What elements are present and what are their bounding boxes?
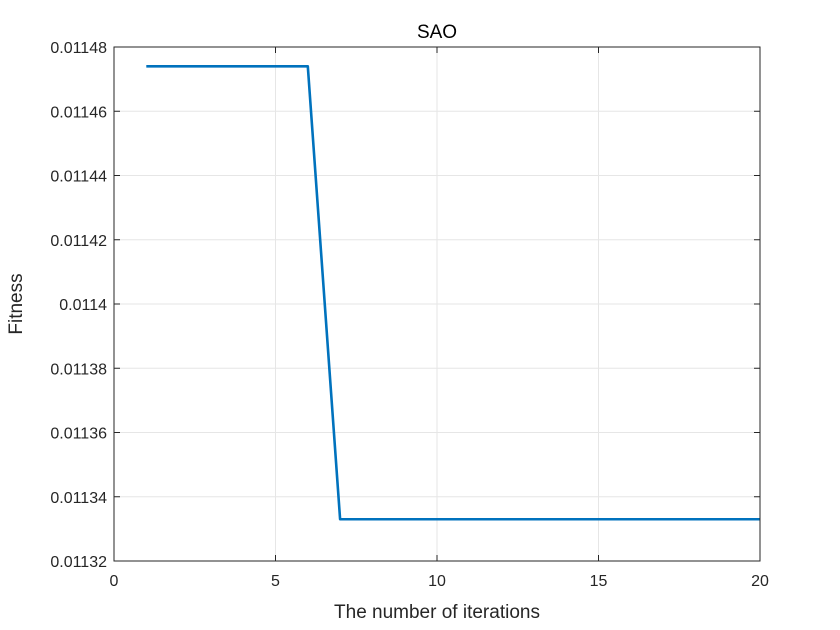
y-tick-label: 0.01146 — [50, 104, 107, 121]
x-axis-title: The number of iterations — [334, 602, 540, 623]
chart-title: SAO — [417, 22, 457, 43]
tick-layer: 0 5 10 15 20 0.01132 0.01134 0.01136 0.01138 0.01… — [50, 40, 769, 590]
y-tick-label: 0.01132 — [50, 554, 107, 571]
series-line — [146, 64, 760, 521]
x-tick-label: 0 — [110, 573, 119, 590]
x-tick-label: 10 — [428, 573, 446, 590]
y-tick-label: 0.01144 — [50, 169, 107, 186]
y-tick-label: 0.01136 — [50, 426, 107, 443]
x-tick-label: 20 — [751, 573, 769, 590]
x-tick-label: 15 — [590, 573, 608, 590]
series-layer — [146, 64, 760, 521]
y-tick-label: 0.01142 — [50, 233, 107, 250]
y-tick-label: 0.01148 — [50, 40, 107, 57]
y-axis-title: Fitness — [6, 273, 27, 334]
y-tick-label: 0.01134 — [50, 490, 107, 507]
x-tick-label: 5 — [271, 573, 280, 590]
y-tick-label: 0.01138 — [50, 361, 107, 378]
y-tick-label: 0.0114 — [59, 297, 107, 314]
